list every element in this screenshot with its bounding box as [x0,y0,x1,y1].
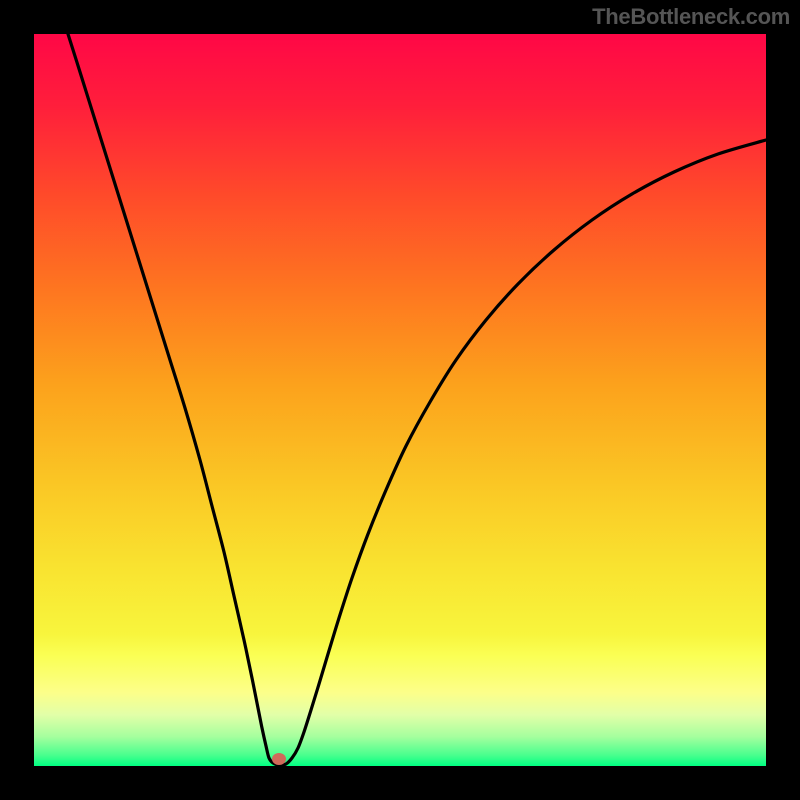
watermark-text: TheBottleneck.com [592,4,790,30]
chart-container: TheBottleneck.com [0,0,800,800]
plot-area [34,34,766,766]
gradient-background [34,34,766,766]
chart-svg [34,34,766,766]
min-marker [272,753,286,765]
